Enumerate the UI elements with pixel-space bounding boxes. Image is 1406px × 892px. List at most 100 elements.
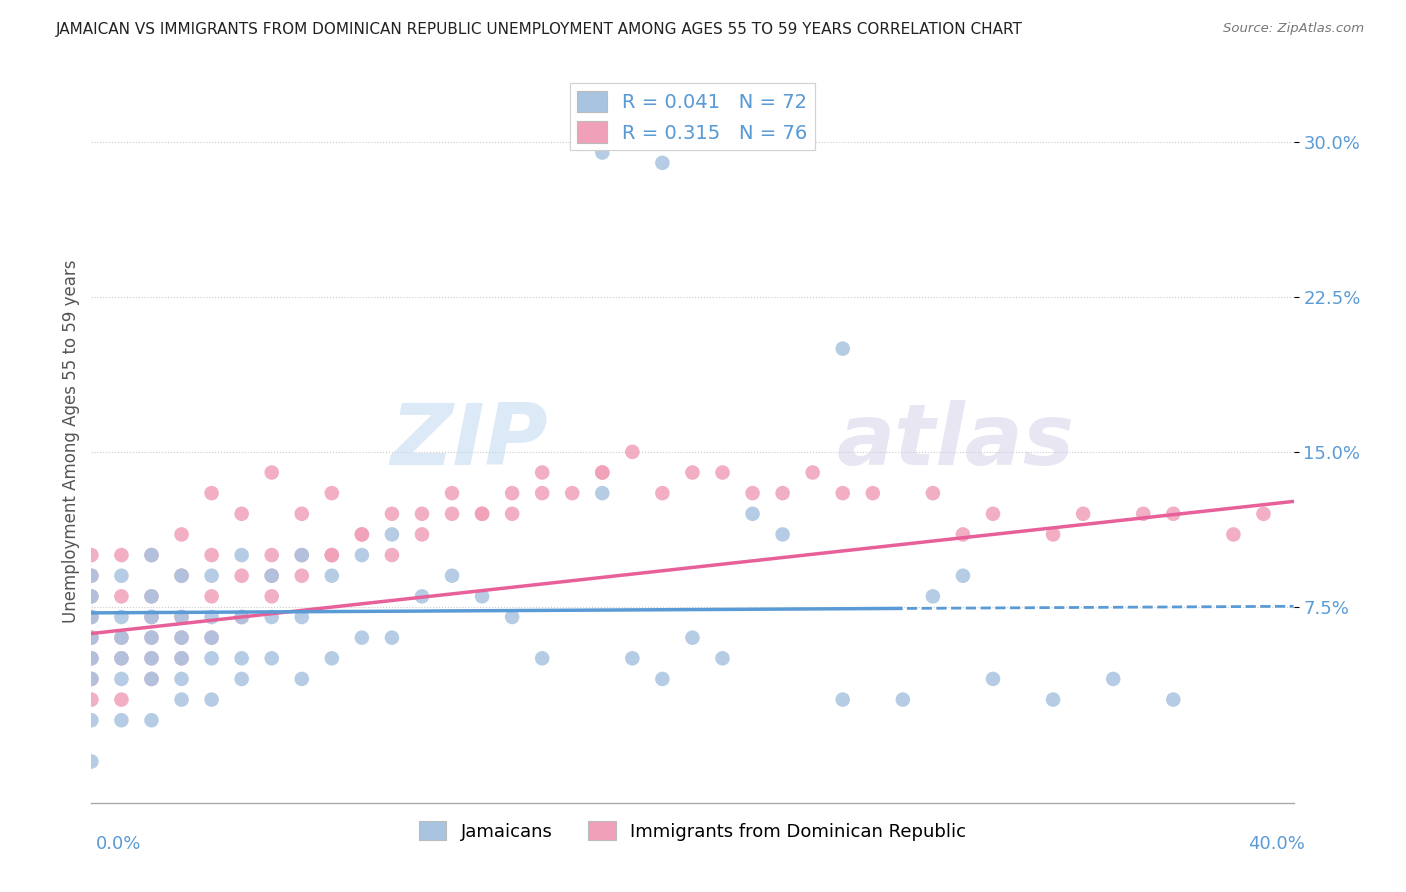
Point	[80, 568, 103, 582]
Point	[110, 651, 132, 665]
Point	[110, 631, 132, 645]
Point	[411, 527, 433, 541]
Legend: R = 0.041   N = 72, R = 0.315   N = 76: R = 0.041 N = 72, R = 0.315 N = 76	[569, 83, 815, 151]
Point	[681, 631, 703, 645]
Point	[80, 672, 103, 686]
Point	[651, 486, 673, 500]
Point	[440, 507, 463, 521]
Text: atlas: atlas	[837, 400, 1074, 483]
Point	[291, 672, 314, 686]
Point	[772, 527, 794, 541]
Point	[260, 651, 283, 665]
Point	[471, 590, 494, 604]
Point	[260, 466, 283, 480]
Point	[170, 527, 193, 541]
Point	[80, 672, 103, 686]
Point	[411, 590, 433, 604]
Point	[1132, 507, 1154, 521]
Point	[501, 610, 523, 624]
Point	[772, 486, 794, 500]
Point	[922, 486, 945, 500]
Point	[231, 568, 253, 582]
Point	[1042, 527, 1064, 541]
Point	[741, 486, 763, 500]
Point	[952, 568, 974, 582]
Point	[440, 568, 463, 582]
Point	[260, 548, 283, 562]
Point	[260, 568, 283, 582]
Point	[141, 548, 163, 562]
Point	[201, 590, 224, 604]
Point	[411, 507, 433, 521]
Point	[80, 590, 103, 604]
Point	[110, 568, 132, 582]
Point	[170, 610, 193, 624]
Point	[201, 631, 224, 645]
Point	[80, 631, 103, 645]
Point	[381, 507, 404, 521]
Point	[170, 568, 193, 582]
Point	[80, 651, 103, 665]
Point	[170, 631, 193, 645]
Point	[350, 527, 373, 541]
Point	[711, 466, 734, 480]
Text: 40.0%: 40.0%	[1249, 835, 1305, 853]
Point	[141, 651, 163, 665]
Point	[260, 568, 283, 582]
Point	[141, 610, 163, 624]
Point	[561, 486, 583, 500]
Point	[170, 651, 193, 665]
Point	[711, 651, 734, 665]
Point	[321, 568, 343, 582]
Point	[831, 692, 853, 706]
Point	[1102, 672, 1125, 686]
Point	[651, 672, 673, 686]
Point	[260, 590, 283, 604]
Point	[201, 486, 224, 500]
Point	[80, 713, 103, 727]
Point	[201, 692, 224, 706]
Point	[110, 651, 132, 665]
Point	[291, 548, 314, 562]
Point	[741, 507, 763, 521]
Text: 0.0%: 0.0%	[96, 835, 141, 853]
Point	[621, 445, 644, 459]
Point	[170, 610, 193, 624]
Point	[201, 548, 224, 562]
Point	[80, 755, 103, 769]
Point	[260, 610, 283, 624]
Point	[651, 156, 673, 170]
Point	[1222, 527, 1244, 541]
Point	[981, 507, 1004, 521]
Point	[141, 631, 163, 645]
Point	[321, 651, 343, 665]
Point	[831, 342, 853, 356]
Point	[1071, 507, 1094, 521]
Point	[350, 631, 373, 645]
Point	[201, 610, 224, 624]
Point	[141, 548, 163, 562]
Point	[110, 610, 132, 624]
Point	[231, 548, 253, 562]
Point	[110, 631, 132, 645]
Point	[80, 692, 103, 706]
Point	[321, 486, 343, 500]
Point	[440, 486, 463, 500]
Point	[110, 672, 132, 686]
Point	[201, 631, 224, 645]
Point	[862, 486, 884, 500]
Point	[501, 507, 523, 521]
Point	[681, 466, 703, 480]
Point	[141, 610, 163, 624]
Point	[80, 590, 103, 604]
Point	[110, 548, 132, 562]
Point	[471, 507, 494, 521]
Point	[201, 568, 224, 582]
Point	[531, 486, 554, 500]
Point	[321, 548, 343, 562]
Point	[110, 713, 132, 727]
Point	[350, 548, 373, 562]
Point	[831, 486, 853, 500]
Point	[80, 610, 103, 624]
Point	[110, 590, 132, 604]
